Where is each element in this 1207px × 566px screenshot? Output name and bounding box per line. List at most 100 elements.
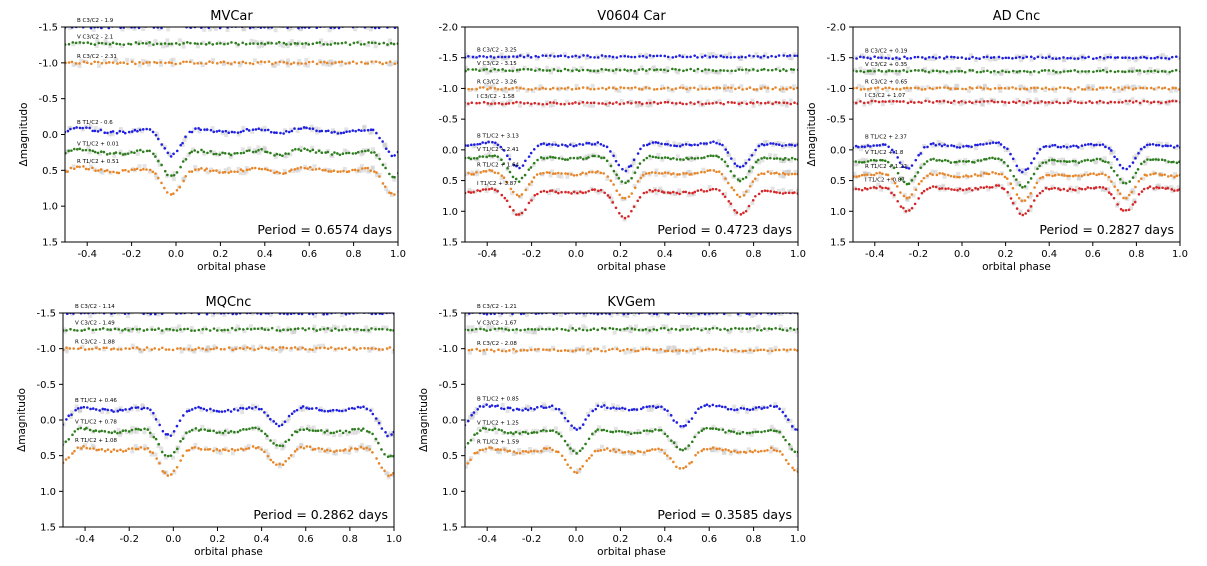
data-point: [958, 175, 961, 179]
data-point: [134, 447, 138, 451]
comparison-point: [205, 170, 210, 175]
data-point: [774, 67, 778, 71]
data-point: [581, 143, 585, 146]
comparison-point: [925, 97, 930, 102]
data-point: [325, 313, 329, 316]
data-point: [172, 430, 176, 433]
comparison-point: [776, 189, 781, 194]
data-point: [670, 88, 674, 91]
y-tick-label: -1.0: [826, 84, 846, 95]
data-point: [511, 69, 514, 73]
comparison-point: [867, 55, 872, 60]
data-point: [232, 407, 236, 411]
data-point: [1084, 101, 1088, 104]
data-point: [229, 62, 233, 66]
comparison-point: [535, 56, 540, 61]
comparison-point: [200, 424, 205, 429]
data-point: [956, 56, 960, 60]
data-point: [693, 143, 696, 146]
data-point: [898, 69, 901, 73]
data-point: [569, 143, 572, 146]
comparison-point: [552, 140, 557, 145]
data-point: [99, 150, 103, 153]
comparison-point: [67, 27, 72, 30]
data-point: [318, 346, 322, 350]
data-point: [943, 158, 947, 162]
data-point: [121, 429, 125, 433]
comparison-point: [765, 88, 770, 93]
data-point: [244, 42, 248, 46]
data-point: [324, 151, 327, 154]
data-point: [764, 101, 767, 105]
data-point: [280, 423, 284, 427]
comparison-point: [252, 309, 256, 313]
data-point: [1066, 69, 1070, 73]
comparison-point: [484, 83, 489, 88]
comparison-point: [248, 324, 253, 329]
data-point: [318, 328, 322, 331]
plot-area: [465, 51, 798, 222]
data-point: [105, 61, 108, 65]
data-point: [1152, 100, 1156, 104]
data-point: [866, 56, 869, 60]
data-point: [163, 169, 167, 173]
data-point: [629, 68, 633, 72]
comparison-point: [785, 170, 790, 175]
comparison-point: [582, 313, 587, 318]
data-point: [172, 328, 175, 332]
comparison-point: [548, 143, 553, 148]
comparison-point: [271, 169, 276, 174]
data-point: [596, 170, 599, 173]
data-point: [904, 209, 908, 213]
data-point: [886, 187, 890, 190]
data-point: [747, 68, 751, 72]
data-point: [1020, 199, 1024, 203]
data-point: [490, 169, 494, 173]
comparison-point: [601, 401, 606, 406]
comparison-point: [288, 41, 293, 46]
plot-area: [65, 27, 398, 198]
comparison-point: [240, 410, 245, 415]
comparison-point: [353, 329, 358, 334]
comparison-point: [1018, 209, 1023, 214]
data-point: [245, 127, 249, 131]
data-point: [124, 168, 127, 172]
data-point: [257, 127, 261, 131]
comparison-point: [633, 324, 638, 329]
comparison-point: [517, 54, 522, 59]
comparison-point: [556, 174, 561, 179]
data-point: [899, 191, 902, 194]
data-point: [961, 87, 964, 91]
data-point: [560, 87, 563, 90]
data-point: [511, 86, 514, 90]
x-tick-label: -0.4: [75, 534, 95, 545]
data-point: [179, 143, 182, 147]
data-point: [351, 427, 354, 431]
comparison-point: [707, 52, 712, 57]
data-point: [347, 407, 351, 410]
comparison-point: [137, 63, 142, 68]
data-point: [1109, 149, 1113, 152]
data-point: [1083, 88, 1087, 91]
data-point: [652, 54, 655, 58]
data-point: [1092, 172, 1095, 175]
data-point: [482, 169, 485, 173]
data-point: [236, 448, 240, 452]
data-point: [702, 190, 706, 193]
data-point: [327, 129, 330, 133]
comparison-point: [365, 444, 370, 449]
data-point: [1095, 173, 1098, 177]
data-point: [290, 129, 294, 133]
data-point: [111, 61, 115, 64]
data-point: [235, 313, 238, 316]
data-point: [894, 69, 898, 73]
data-point: [366, 128, 370, 132]
comparison-point: [790, 143, 795, 148]
data-point: [178, 419, 182, 422]
data-point: [285, 129, 288, 133]
data-point: [1053, 186, 1057, 190]
data-point: [1018, 99, 1021, 103]
comparison-point: [226, 166, 231, 171]
comparison-point: [88, 164, 93, 169]
comparison-point: [547, 55, 552, 60]
